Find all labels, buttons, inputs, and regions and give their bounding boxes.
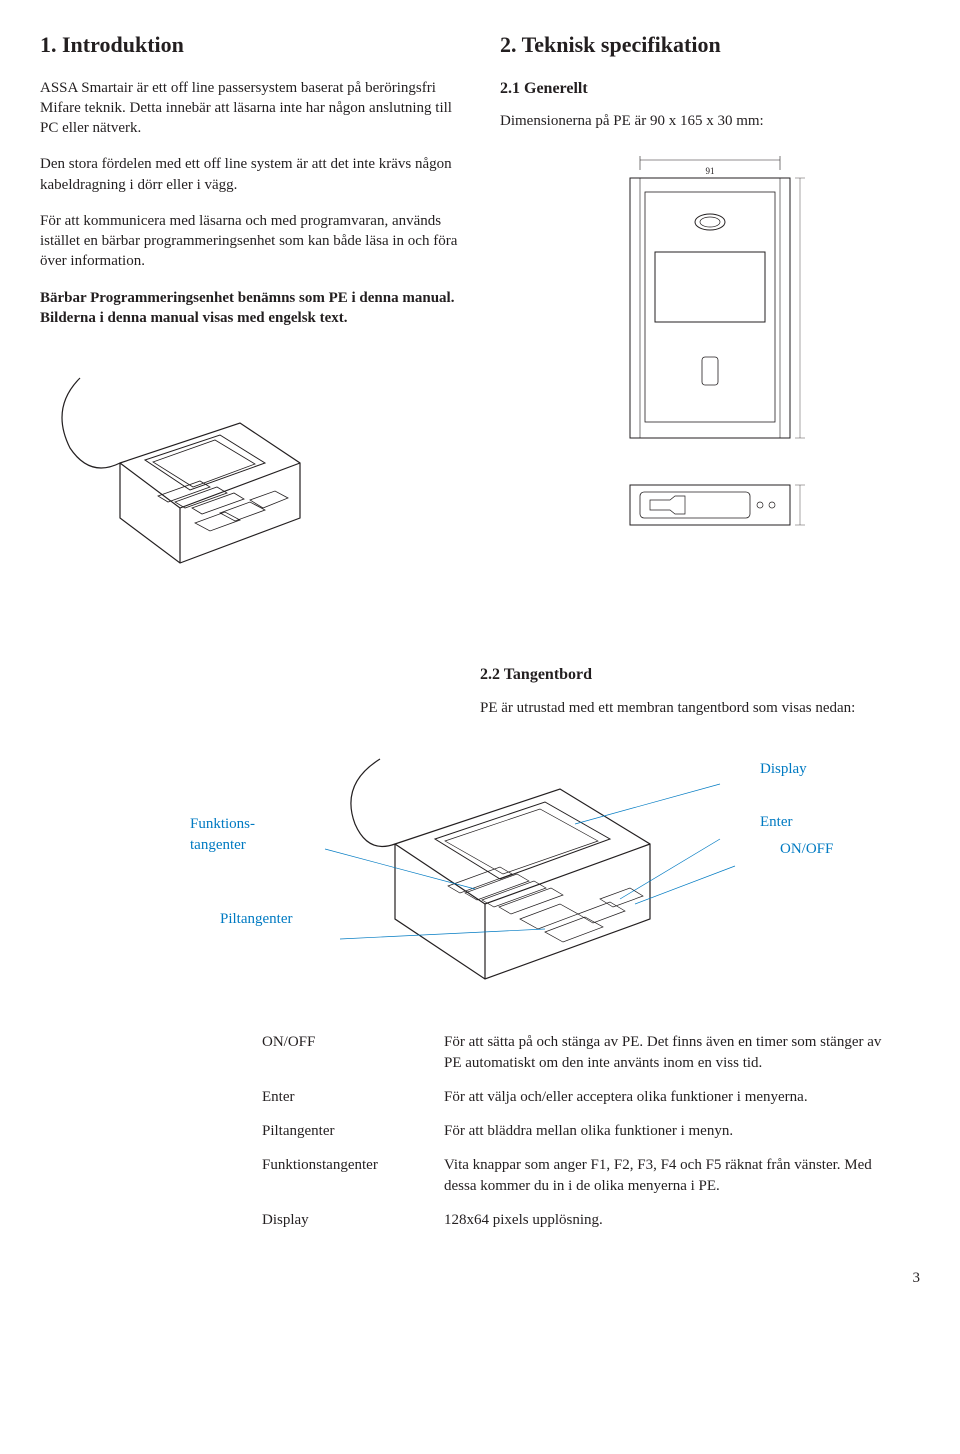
keyboard-diagram: Display Funktions- tangenter Enter ON/OF… (40, 734, 920, 994)
dimension-drawing: 91 (500, 152, 920, 540)
section-2-heading: 2. Teknisk specifikation (500, 30, 920, 60)
desc-pil: För att bläddra mellan olika funktioner … (444, 1115, 908, 1147)
key-enter: Enter (262, 1081, 442, 1113)
button-description-table: ON/OFFFör att sätta på och stänga av PE.… (260, 1024, 910, 1238)
page-number: 3 (40, 1268, 920, 1288)
label-onoff: ON/OFF (780, 839, 833, 859)
desc-funktions: Vita knappar som anger F1, F2, F3, F4 oc… (444, 1149, 908, 1202)
intro-p3: För att kommunicera med läsarna och med … (40, 211, 460, 272)
table-row: EnterFör att välja och/eller acceptera o… (262, 1081, 908, 1113)
key-funktions: Funktionstangenter (262, 1149, 442, 1202)
key-onoff: ON/OFF (262, 1026, 442, 1079)
table-row: FunktionstangenterVita knappar som anger… (262, 1149, 908, 1202)
desc-display: 128x64 pixels upplösning. (444, 1204, 908, 1236)
desc-onoff: För att sätta på och stänga av PE. Det f… (444, 1026, 908, 1079)
dim-width-label: 91 (706, 166, 715, 176)
dimensions-text: Dimensionerna på PE är 90 x 165 x 30 mm: (500, 111, 920, 131)
label-pil: Piltangenter (220, 909, 292, 929)
desc-enter: För att välja och/eller acceptera olika … (444, 1081, 908, 1113)
table-row: Display128x64 pixels upplösning. (262, 1204, 908, 1236)
label-funktions: Funktions- tangenter (190, 814, 255, 855)
key-display: Display (262, 1204, 442, 1236)
intro-p1: ASSA Smartair är ett off line passersyst… (40, 78, 460, 139)
intro-p4: Bärbar Programmeringsenhet benämns som P… (40, 288, 460, 329)
device-sketch-illustration (40, 368, 460, 604)
keyboard-intro: PE är utrustad med ett membran tangentbo… (480, 698, 900, 718)
section-2-2-heading: 2.2 Tangentbord (480, 664, 920, 686)
section-1-heading: 1. Introduktion (40, 30, 460, 60)
section-2-1-heading: 2.1 Generellt (500, 78, 920, 100)
table-row: PiltangenterFör att bläddra mellan olika… (262, 1115, 908, 1147)
intro-p2: Den stora fördelen med ett off line syst… (40, 154, 460, 195)
label-display: Display (760, 759, 807, 779)
key-pil: Piltangenter (262, 1115, 442, 1147)
label-enter: Enter (760, 812, 792, 832)
table-row: ON/OFFFör att sätta på och stänga av PE.… (262, 1026, 908, 1079)
keyboard-device-illustration (320, 754, 740, 994)
